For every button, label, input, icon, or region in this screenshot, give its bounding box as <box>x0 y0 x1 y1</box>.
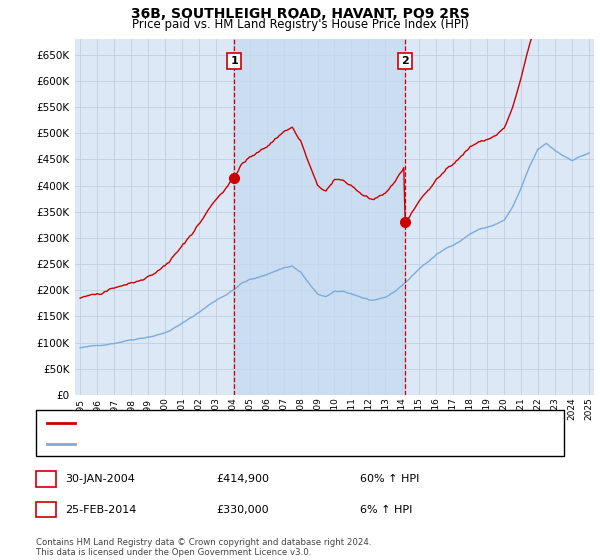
Text: 2: 2 <box>401 56 409 66</box>
Text: £414,900: £414,900 <box>216 474 269 484</box>
Text: Contains HM Land Registry data © Crown copyright and database right 2024.
This d: Contains HM Land Registry data © Crown c… <box>36 538 371 557</box>
Text: HPI: Average price, detached house, Havant: HPI: Average price, detached house, Hava… <box>79 439 310 449</box>
Text: 36B, SOUTHLEIGH ROAD, HAVANT, PO9 2RS: 36B, SOUTHLEIGH ROAD, HAVANT, PO9 2RS <box>131 7 469 21</box>
Text: 2: 2 <box>43 505 50 515</box>
Text: 6% ↑ HPI: 6% ↑ HPI <box>360 505 412 515</box>
Text: Price paid vs. HM Land Registry's House Price Index (HPI): Price paid vs. HM Land Registry's House … <box>131 18 469 31</box>
Text: £330,000: £330,000 <box>216 505 269 515</box>
Text: 1: 1 <box>43 474 50 484</box>
Bar <box>234 39 405 395</box>
Text: 25-FEB-2014: 25-FEB-2014 <box>65 505 136 515</box>
Text: 1: 1 <box>230 56 238 66</box>
Text: 30-JAN-2004: 30-JAN-2004 <box>65 474 134 484</box>
Text: 36B, SOUTHLEIGH ROAD, HAVANT, PO9 2RS (detached house): 36B, SOUTHLEIGH ROAD, HAVANT, PO9 2RS (d… <box>79 418 402 428</box>
Text: 60% ↑ HPI: 60% ↑ HPI <box>360 474 419 484</box>
